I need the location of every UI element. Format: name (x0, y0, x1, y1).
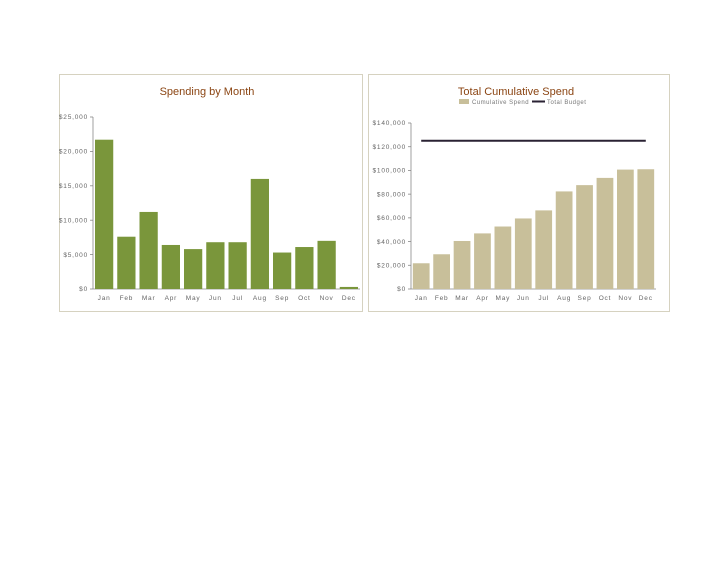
bar (576, 185, 593, 289)
x-tick-label: Apr (165, 295, 178, 302)
bar (474, 233, 491, 289)
y-tick-label: $0 (79, 286, 88, 293)
bar (555, 191, 573, 289)
x-tick-label: Feb (120, 295, 134, 302)
bar (596, 177, 614, 289)
y-tick-label: $20,000 (377, 262, 406, 269)
bar (95, 139, 114, 289)
bar (514, 218, 532, 289)
x-tick-label: Oct (298, 295, 311, 302)
y-tick-label: $100,000 (372, 168, 406, 175)
x-tick-label: Sep (275, 295, 289, 302)
bar (206, 242, 225, 289)
y-tick-label: $40,000 (377, 239, 406, 246)
bar (339, 286, 358, 289)
legend-swatch-cumulative (459, 99, 469, 104)
y-tick-label: $80,000 (377, 191, 406, 198)
bar (161, 244, 180, 289)
x-tick-label: Mar (455, 295, 469, 302)
bar (117, 236, 136, 289)
legend-label-cumulative: Cumulative Spend (472, 100, 529, 106)
y-tick-label: $25,000 (59, 114, 88, 121)
bar (228, 242, 247, 289)
x-tick-label: Nov (618, 295, 632, 302)
x-tick-label: Mar (142, 295, 156, 302)
spending-by-month-chart: Spending by Month $0 $5,000 $10,000 $15,000… (59, 74, 363, 312)
x-tick-label: Jan (415, 295, 428, 302)
y-tick-label: $0 (397, 286, 406, 293)
bar (494, 226, 512, 289)
y-tick-label: $15,000 (59, 183, 88, 190)
y-tick-label: $120,000 (372, 144, 406, 151)
bar (184, 249, 203, 289)
x-tick-label: Aug (557, 295, 571, 302)
spending-by-month-svg: Spending by Month $0 $5,000 $10,000 $15,000… (59, 86, 360, 302)
y-tick-label: $10,000 (59, 217, 88, 224)
chart-title: Total Cumulative Spend (458, 86, 574, 98)
x-tick-label: Sep (578, 295, 592, 302)
total-cumulative-spend-chart: Total Cumulative Spend Cumulative Spend … (368, 74, 670, 312)
x-tick-label: Dec (639, 295, 653, 302)
x-tick-label: May (186, 295, 201, 302)
x-tick-label: Jan (98, 295, 111, 302)
x-tick-label: May (496, 295, 511, 302)
y-tick-label: $20,000 (59, 149, 88, 156)
chart-title: Spending by Month (160, 86, 255, 98)
x-tick-label: Jun (517, 295, 530, 302)
bar (412, 263, 430, 289)
x-tick-label: Jun (209, 295, 222, 302)
bar (453, 240, 471, 289)
y-tick-label: $140,000 (372, 120, 406, 127)
bar (295, 247, 314, 289)
bar (250, 178, 269, 289)
x-tick-label: Feb (435, 295, 449, 302)
x-tick-label: Dec (342, 295, 356, 302)
y-tick-label: $60,000 (377, 215, 406, 222)
x-tick-label: Jul (538, 295, 549, 302)
bar (433, 254, 450, 289)
total-cumulative-spend-svg: Total Cumulative Spend Cumulative Spend … (372, 86, 656, 302)
x-tick-label: Aug (253, 295, 267, 302)
x-tick-label: Apr (476, 295, 489, 302)
bar (273, 252, 292, 289)
x-tick-label: Nov (320, 295, 334, 302)
bar (317, 240, 336, 289)
bar (535, 210, 553, 289)
bar (637, 169, 655, 289)
y-tick-label: $5,000 (63, 252, 88, 259)
bar (139, 211, 158, 289)
legend-label-budget: Total Budget (547, 100, 586, 106)
x-tick-label: Oct (599, 295, 612, 302)
bar (617, 169, 634, 289)
x-tick-label: Jul (232, 295, 243, 302)
